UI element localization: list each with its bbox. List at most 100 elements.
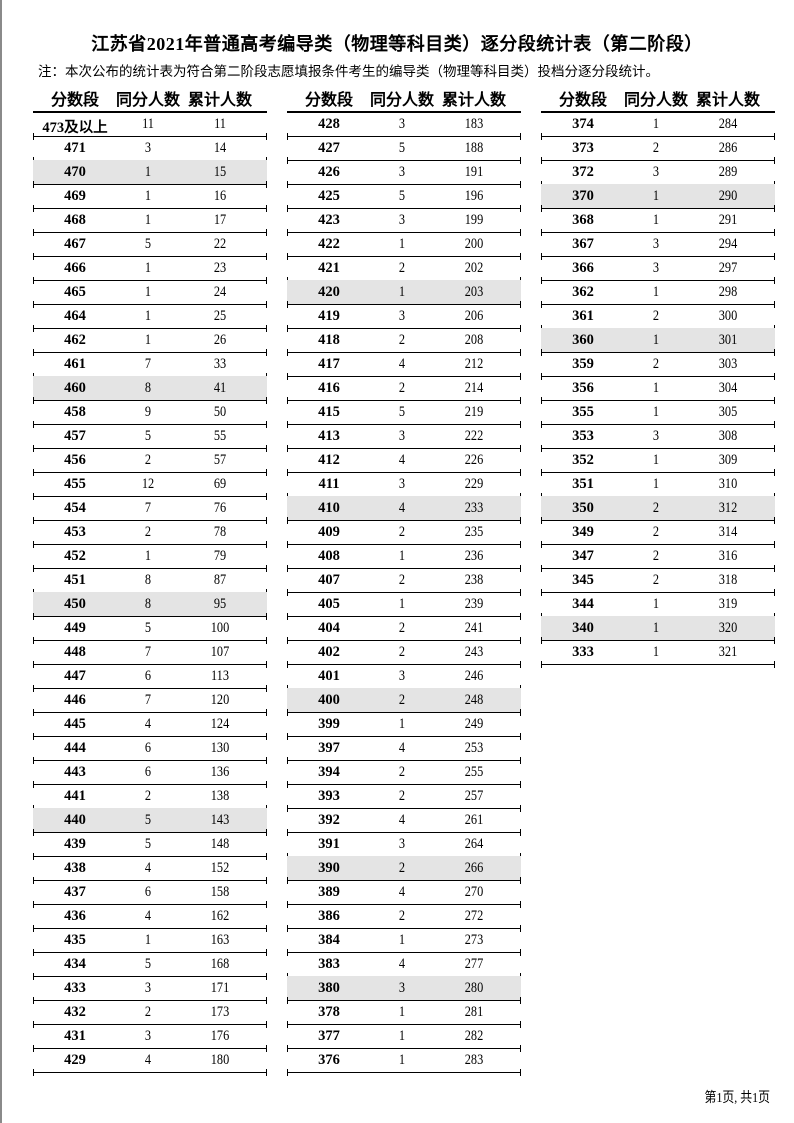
count-cell: 4	[398, 500, 406, 516]
cumulative-cell: 180	[210, 1052, 230, 1068]
count-cell: 8	[144, 380, 152, 396]
score-cell: 467	[64, 236, 86, 252]
table-row: 469 1 16	[33, 184, 267, 212]
table-row: 423 3 199	[287, 208, 521, 236]
table-row: 471 3 14	[33, 136, 267, 164]
count-cell: 5	[398, 404, 406, 420]
score-cell: 376	[318, 1052, 340, 1068]
cumulative-cell: 300	[718, 308, 738, 324]
count-cell: 2	[398, 860, 406, 876]
score-cell: 378	[318, 1004, 340, 1020]
score-cell: 352	[572, 452, 594, 468]
table-row: 446 7 120	[33, 688, 267, 716]
page-title: 江苏省2021年普通高考编导类（物理等科目类）逐分段统计表（第二阶段）	[91, 34, 703, 54]
table-row: 443 6 136	[33, 760, 267, 788]
cumulative-cell: 57	[213, 452, 227, 468]
table-row: 466 1 23	[33, 256, 267, 284]
score-cell: 383	[318, 956, 340, 972]
cumulative-cell: 17	[213, 212, 227, 228]
table-row: 473及以上 11 11	[33, 112, 267, 140]
count-cell: 1	[144, 548, 152, 564]
score-cell: 438	[64, 860, 86, 876]
score-cell: 471	[64, 140, 86, 156]
cumulative-cell: 272	[464, 908, 484, 924]
score-cell: 333	[572, 644, 594, 660]
score-cell: 399	[318, 716, 340, 732]
count-cell: 1	[652, 212, 660, 228]
table-row: 372 3 289	[541, 160, 775, 188]
header-same-score-count: 同分人数	[623, 90, 689, 109]
count-cell: 1	[652, 332, 660, 348]
cumulative-cell: 95	[213, 596, 227, 612]
table-row: 408 1 236	[287, 544, 521, 572]
score-cell: 392	[318, 812, 340, 828]
header-same-score-count: 同分人数	[369, 90, 435, 109]
score-cell: 344	[572, 596, 594, 612]
score-cell: 453	[64, 524, 86, 540]
score-cell: 390	[318, 860, 340, 876]
count-cell: 5	[144, 812, 152, 828]
score-cell: 465	[64, 284, 86, 300]
table-row: 402 2 243	[287, 640, 521, 668]
count-cell: 5	[398, 188, 406, 204]
cumulative-cell: 199	[464, 212, 484, 228]
score-cell: 454	[64, 500, 86, 516]
cumulative-cell: 222	[464, 428, 484, 444]
score-cell: 400	[318, 692, 340, 708]
score-cell: 386	[318, 908, 340, 924]
cumulative-cell: 255	[464, 764, 484, 780]
score-table-3: 分数段 同分人数 累计人数 374 1 284 373 2 286 372 3 289 370 1 290 3…	[541, 84, 775, 668]
count-cell: 3	[398, 980, 406, 996]
cumulative-cell: 226	[464, 452, 484, 468]
score-cell: 421	[318, 260, 340, 276]
table-row: 454 7 76	[33, 496, 267, 524]
cumulative-cell: 196	[464, 188, 484, 204]
count-cell: 4	[398, 884, 406, 900]
cumulative-cell: 206	[464, 308, 484, 324]
table-row: 434 5 168	[33, 952, 267, 980]
cumulative-cell: 304	[718, 380, 738, 396]
count-cell: 2	[144, 1004, 152, 1020]
table-row: 366 3 297	[541, 256, 775, 284]
score-cell: 420	[318, 284, 340, 300]
cumulative-cell: 79	[213, 548, 227, 564]
header-divider	[33, 111, 267, 113]
cumulative-cell: 284	[718, 116, 738, 132]
score-cell: 469	[64, 188, 86, 204]
page-left-border	[0, 0, 2, 1123]
score-cell: 374	[572, 116, 594, 132]
score-cell: 411	[318, 476, 340, 492]
score-cell: 404	[318, 620, 340, 636]
table-row: 333 1 321	[541, 640, 775, 668]
table-row: 368 1 291	[541, 208, 775, 236]
cumulative-cell: 308	[718, 428, 738, 444]
table-row: 351 1 310	[541, 472, 775, 500]
cumulative-cell: 280	[464, 980, 484, 996]
cumulative-cell: 41	[213, 380, 227, 396]
cumulative-cell: 281	[464, 1004, 484, 1020]
table-row: 465 1 24	[33, 280, 267, 308]
count-cell: 2	[144, 524, 152, 540]
score-cell: 372	[572, 164, 594, 180]
table-row: 457 5 55	[33, 424, 267, 452]
cumulative-cell: 282	[464, 1028, 484, 1044]
count-cell: 6	[144, 740, 152, 756]
cumulative-cell: 264	[464, 836, 484, 852]
score-cell: 377	[318, 1028, 340, 1044]
count-cell: 1	[398, 548, 406, 564]
score-cell: 373	[572, 140, 594, 156]
count-cell: 2	[398, 524, 406, 540]
score-cell: 457	[64, 428, 86, 444]
table-row: 431 3 176	[33, 1024, 267, 1052]
cumulative-cell: 16	[213, 188, 227, 204]
count-cell: 1	[652, 596, 660, 612]
table-row: 422 1 200	[287, 232, 521, 260]
cumulative-cell: 25	[213, 308, 227, 324]
count-cell: 4	[398, 356, 406, 372]
score-cell: 401	[318, 668, 340, 684]
table-row: 378 1 281	[287, 1000, 521, 1028]
score-cell: 448	[64, 644, 86, 660]
count-cell: 2	[652, 500, 660, 516]
count-cell: 1	[652, 404, 660, 420]
score-cell: 447	[64, 668, 86, 684]
